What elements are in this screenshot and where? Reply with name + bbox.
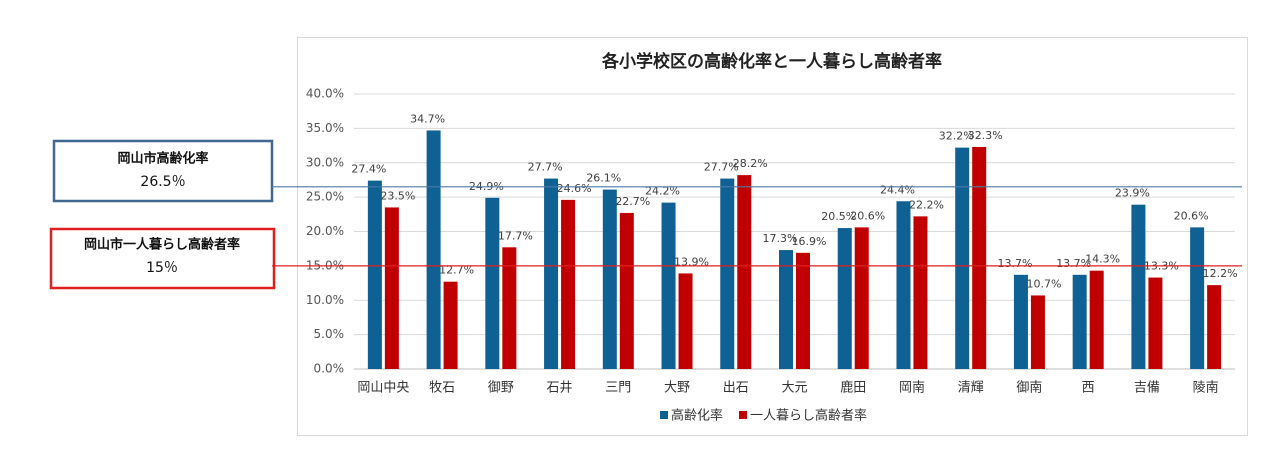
bar: [779, 250, 793, 369]
data-label: 14.3%: [1085, 253, 1120, 266]
bar: [561, 199, 576, 369]
data-label: 13.9%: [674, 255, 709, 268]
x-tick-label: 大元: [781, 381, 807, 396]
bar: [737, 175, 752, 369]
x-tick-label: 西: [1082, 381, 1095, 396]
reference-name: 岡山市一人暮らし高齢者率: [84, 237, 240, 253]
legend-label: 一人暮らし高齢者率: [750, 408, 867, 424]
legend-swatch: [739, 411, 748, 419]
data-label: 23.5%: [380, 189, 415, 202]
y-tick-label: 25.0%: [306, 190, 344, 204]
data-label: 27.7%: [704, 161, 739, 174]
data-label: 34.7%: [410, 112, 445, 125]
bar: [837, 228, 852, 369]
bar: [619, 212, 634, 369]
bar: [896, 201, 911, 369]
bar: [661, 202, 676, 369]
bar: [443, 281, 458, 369]
reference-box: [49, 227, 276, 290]
x-tick-label: 吉備: [1134, 380, 1160, 396]
data-label: 26.1%: [586, 172, 621, 185]
data-label: 27.7%: [528, 161, 563, 174]
chart-title: 各小学校区の高齢化率と一人暮らし高齢者率: [601, 51, 942, 72]
bar: [384, 207, 399, 369]
data-label: 22.7%: [615, 195, 650, 208]
y-tick-label: 5.0%: [314, 327, 345, 341]
data-label: 20.5%: [821, 210, 856, 223]
legend-swatch: [660, 411, 668, 419]
bar: [854, 227, 869, 369]
data-label: 32.2%: [939, 130, 974, 143]
bar: [485, 197, 500, 369]
x-tick-label: 鹿田: [840, 380, 866, 396]
y-tick-label: 30.0%: [306, 155, 344, 169]
data-label: 13.7%: [1056, 257, 1091, 270]
data-label: 32.3%: [968, 129, 1003, 142]
data-label: 24.6%: [557, 182, 592, 195]
bar: [426, 130, 441, 369]
x-tick-label: 清輝: [958, 381, 984, 396]
bar: [796, 252, 810, 369]
bar: [1148, 277, 1163, 369]
data-label: 24.4%: [880, 183, 915, 196]
data-label: 12.7%: [439, 264, 474, 277]
x-tick-label: 岡南: [899, 380, 925, 396]
bar: [955, 147, 970, 369]
x-tick-label: 三門: [605, 381, 631, 396]
bar: [1030, 295, 1045, 369]
reference-value: 26.5％: [140, 174, 185, 190]
bar: [1190, 227, 1205, 369]
y-tick-label: 10.0%: [306, 293, 344, 307]
x-tick-label: 石井: [547, 381, 573, 396]
bar: [602, 189, 617, 369]
y-tick-label: 35.0%: [306, 121, 344, 135]
bar: [544, 178, 559, 369]
bar: [913, 216, 928, 369]
x-tick-label: 出石: [723, 381, 749, 396]
y-tick-label: 40.0%: [306, 87, 344, 101]
bar: [1072, 274, 1087, 369]
data-label: 20.6%: [1174, 209, 1209, 222]
data-label: 23.9%: [1115, 187, 1150, 200]
reference-value: 15％: [146, 260, 178, 276]
bar: [1207, 285, 1222, 369]
data-label: 22.2%: [909, 198, 944, 211]
x-tick-label: 陵南: [1193, 380, 1219, 396]
x-tick-label: 牧石: [429, 381, 455, 396]
data-label: 12.2%: [1203, 267, 1238, 280]
y-tick-label: 0.0%: [314, 362, 345, 376]
x-tick-label: 御南: [1016, 380, 1042, 396]
bar: [502, 247, 517, 369]
data-label: 27.4%: [351, 163, 386, 176]
bar: [1089, 270, 1104, 369]
data-label: 10.7%: [1026, 277, 1061, 290]
data-label: 13.7%: [997, 257, 1032, 270]
x-tick-label: 大野: [664, 381, 690, 396]
bar: [1131, 204, 1146, 369]
y-tick-label: 20.0%: [306, 224, 344, 238]
data-label: 28.2%: [733, 157, 768, 170]
reference-box: [52, 139, 274, 203]
data-label: 17.3%: [763, 232, 798, 245]
bar: [972, 146, 987, 369]
data-label: 24.2%: [645, 185, 680, 198]
bar: [367, 180, 382, 369]
legend-label: 高齢化率: [671, 408, 723, 424]
x-tick-label: 岡山中央: [357, 381, 409, 396]
reference-name: 岡山市高齢化率: [117, 151, 208, 167]
data-label: 16.9%: [792, 235, 827, 248]
data-label: 20.6%: [850, 209, 885, 222]
bar: [1013, 274, 1028, 369]
data-label: 17.7%: [498, 229, 533, 242]
x-tick-label: 御野: [488, 381, 514, 396]
bar: [720, 178, 735, 369]
bar: [678, 273, 693, 369]
